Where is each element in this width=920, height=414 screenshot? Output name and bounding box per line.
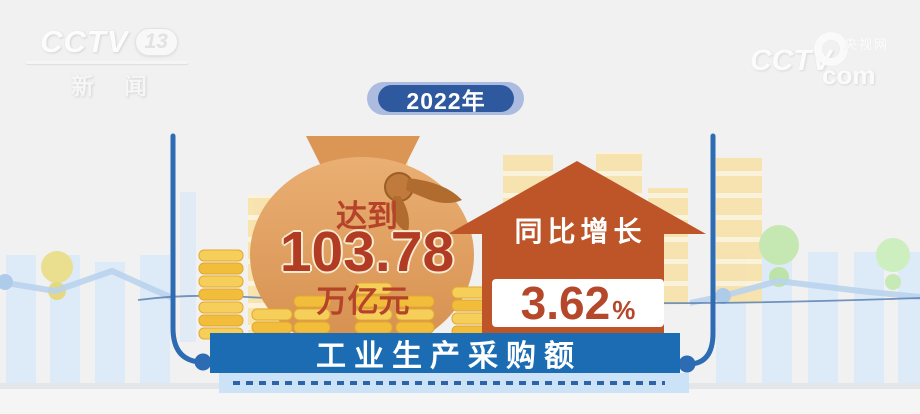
year-badge-label: 2022年 [406,87,486,114]
growth-value: 3.62 [520,277,611,329]
logo-underline [26,61,188,64]
caption-banner: 工业生产采购额 [210,333,680,373]
site-cn-name: 央视网 [844,37,890,52]
amount-prefix: 达到 [336,199,398,234]
amount-unit: 万亿元 [316,284,410,319]
year-badge: 2022年 [367,82,524,115]
amount-value: 103.78 [279,220,455,284]
percent-sign: % [612,295,636,325]
cctv-com-watermark: CCTV 央视网 com [738,26,908,96]
cctv-logo-text: CCTV [40,24,129,59]
caption-text: 工业生产采购额 [316,340,582,373]
growth-label: 同比增长 [514,216,647,247]
channel-13-badge: 13 [134,28,178,56]
bracket-lines [170,133,716,373]
cctv-com-ring-icon [814,32,848,66]
tree-icons [41,225,910,300]
channel-subtitle: 新闻 [71,73,177,99]
growth-value-box: 3.62 % [492,279,664,327]
site-domain: com [822,60,876,90]
cctv13-watermark: CCTV 13 新闻 [24,24,194,101]
year-badge-inner: 2022年 [378,85,514,114]
dashed-line [233,381,665,385]
banner-underlay-strip [219,373,689,393]
